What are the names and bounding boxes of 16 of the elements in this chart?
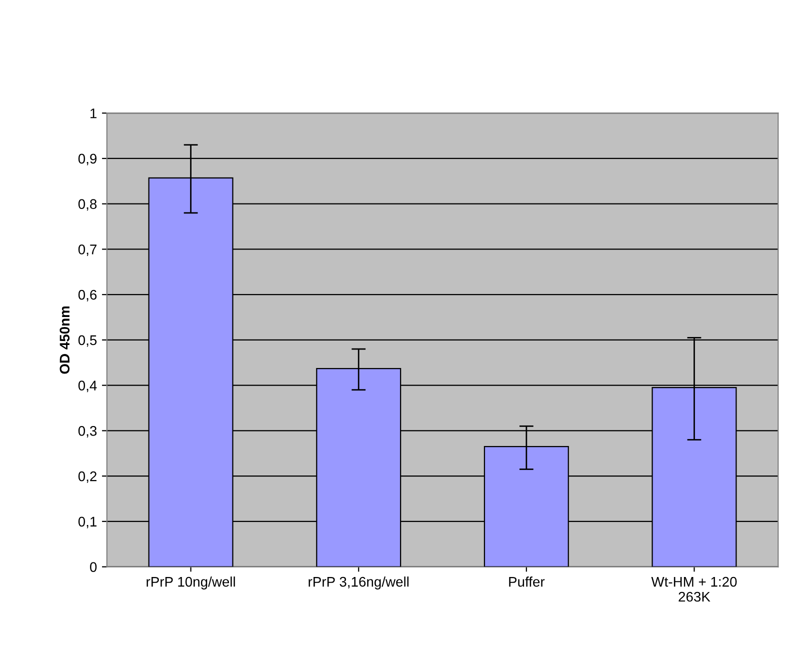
x-tick-label: Puffer [509, 576, 545, 587]
y-tick-label: 1 [90, 108, 96, 118]
y-tick-label: 0,4 [78, 380, 97, 392]
y-tick-label: 0,1 [78, 516, 96, 528]
y-axis-title: OD 450nm [60, 306, 70, 374]
y-tick-label: 0,6 [78, 290, 97, 302]
y-tick-label: 0,2 [78, 471, 96, 483]
y-tick-label: 0,3 [78, 426, 97, 438]
y-tick-label: 0,8 [78, 199, 97, 211]
x-tick-label: rPrP 10ng/well [146, 576, 235, 590]
y-tick-label: 0,5 [78, 335, 97, 347]
x-tick-label: rPrP 3,16ng/well [308, 576, 409, 590]
y-tick-label: 0,7 [78, 244, 96, 256]
y-tick-label: 0,9 [78, 154, 97, 166]
y-tick-label: 0 [90, 562, 97, 572]
x-tick-label: Wt-HM + 1:20 263K [651, 576, 737, 602]
